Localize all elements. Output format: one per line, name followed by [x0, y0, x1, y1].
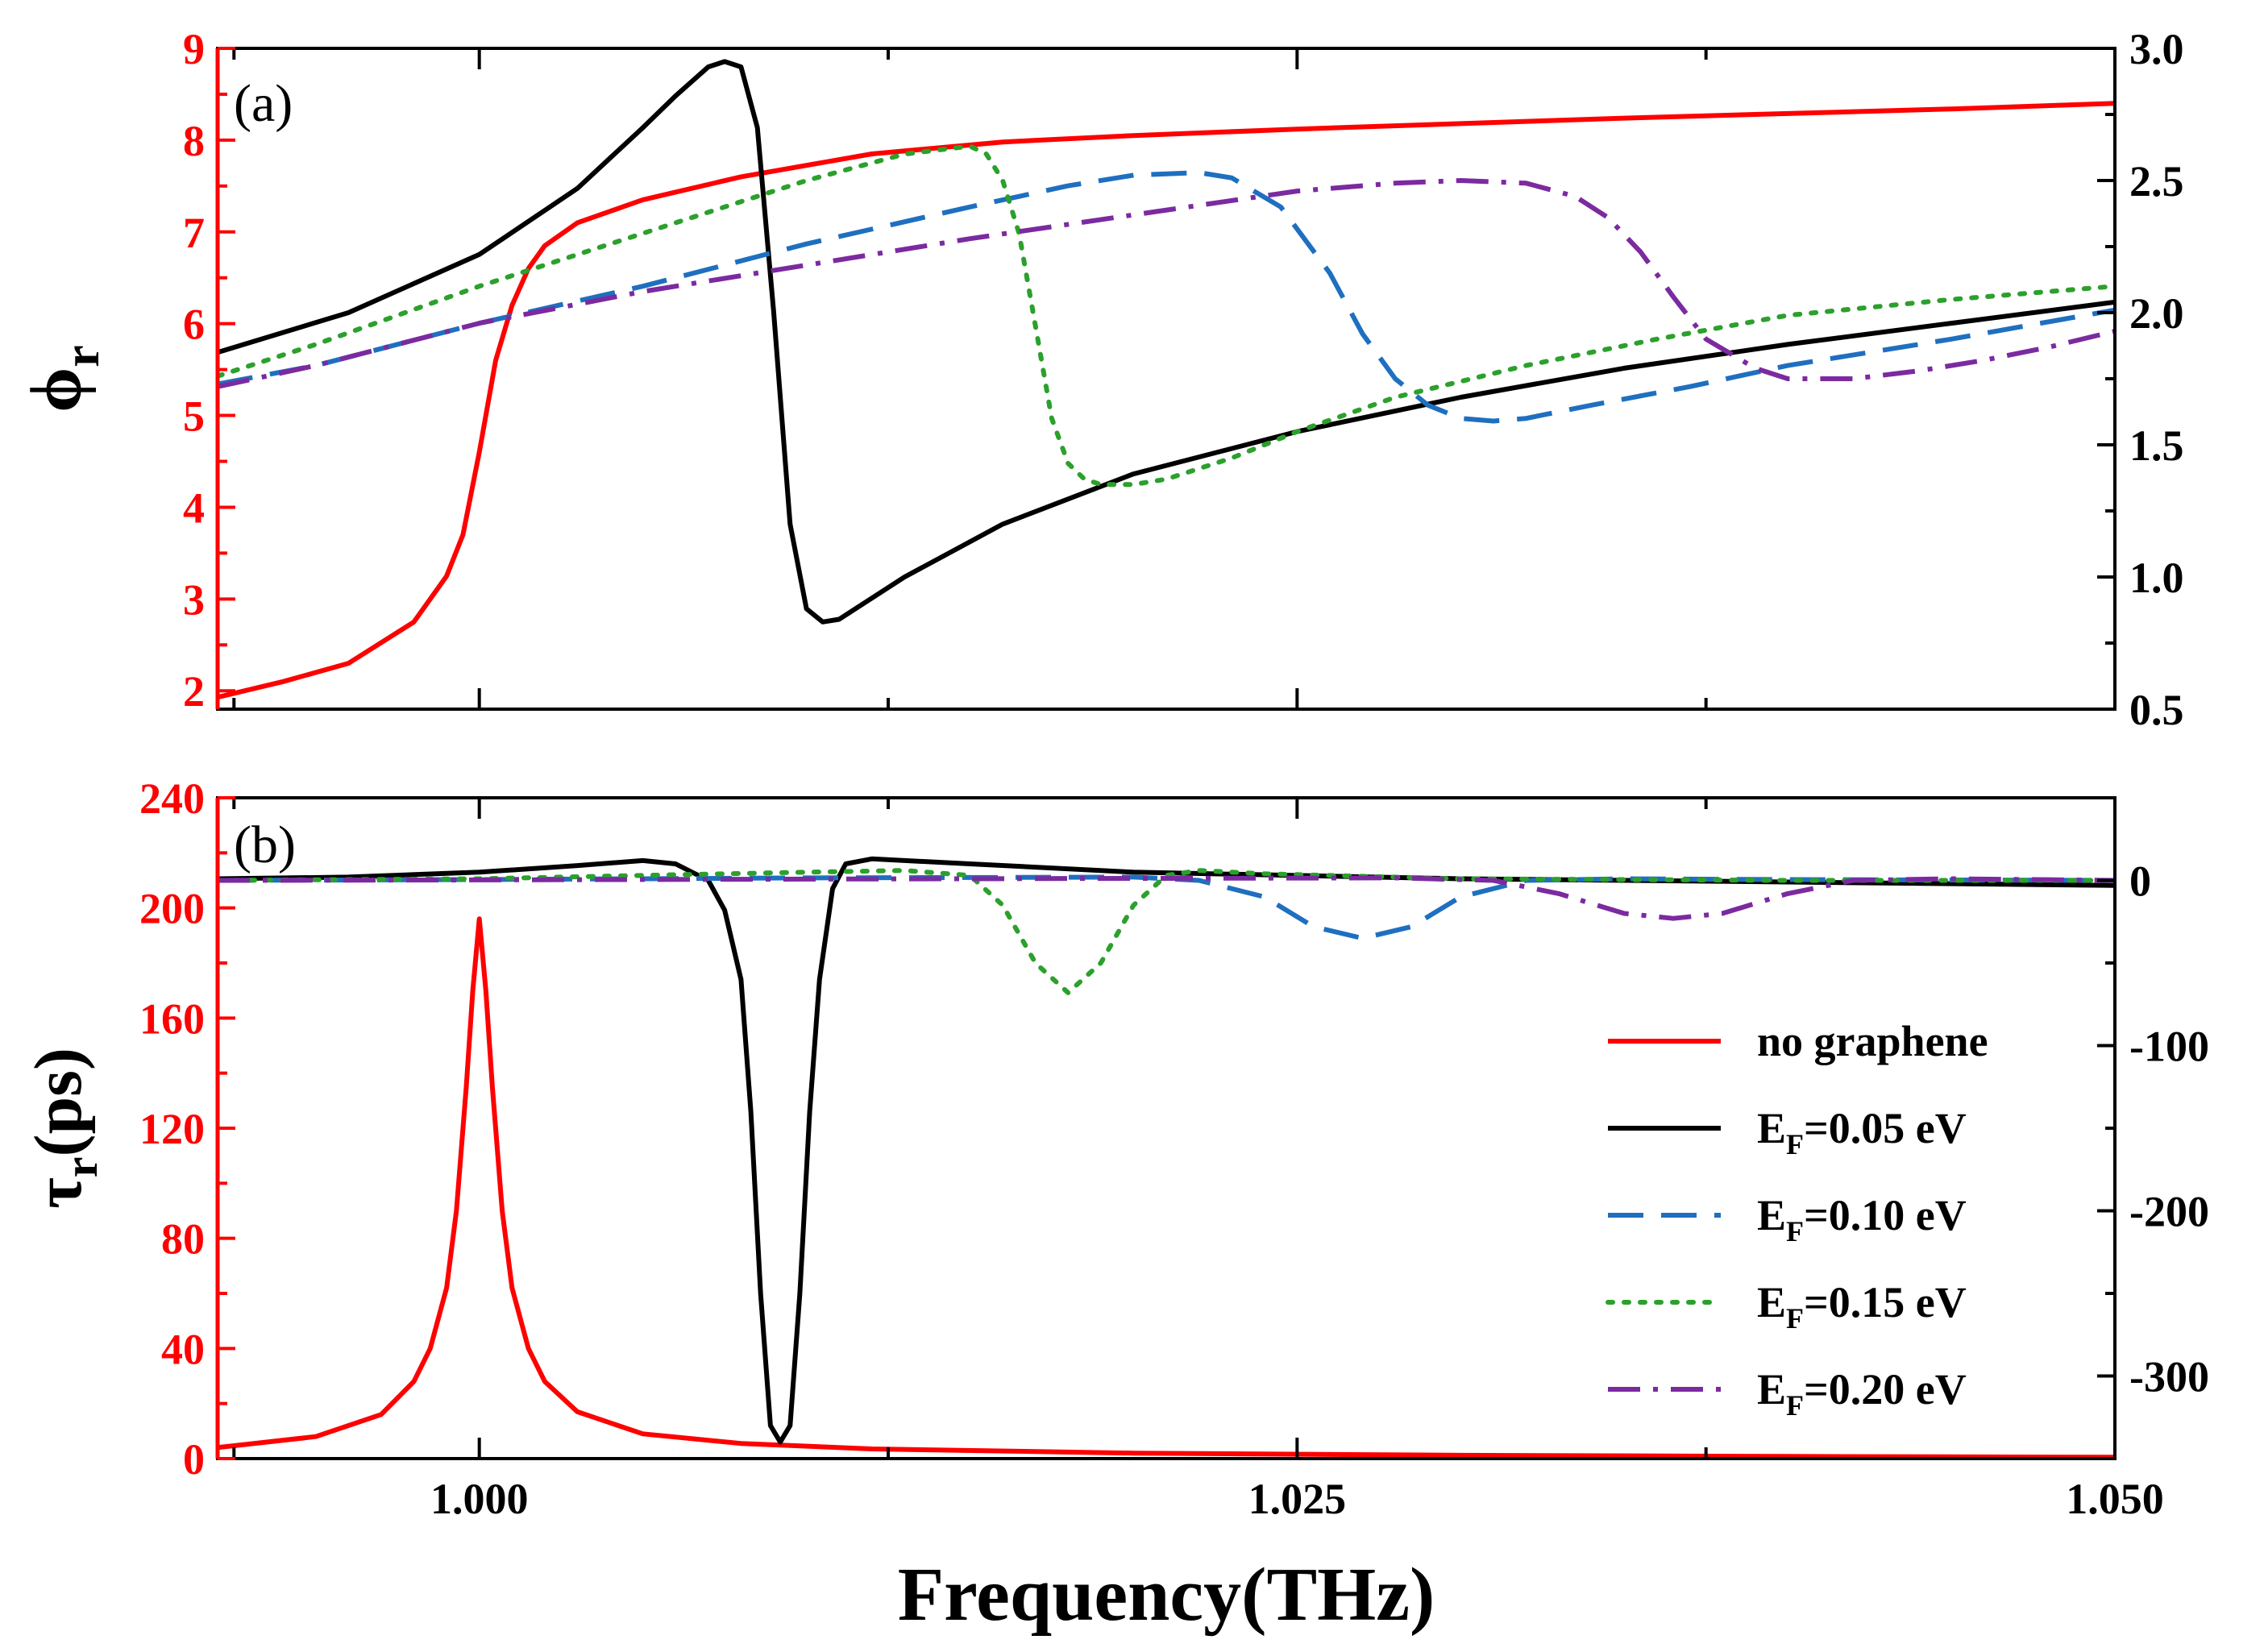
panel-a-y-right-tick-label-2: 1.5 [2129, 421, 2184, 470]
x-axis-title: Frequency(THz) [898, 1553, 1435, 1637]
panel-a-label: (a) [234, 74, 293, 133]
panel-b-y-left-tick-label-0: 0 [183, 1435, 205, 1484]
panel-a-y-left-tick-label-0: 2 [183, 667, 205, 716]
panel-b-series-line-3 [218, 868, 2115, 995]
panel-b-series-line-1 [218, 856, 2115, 1445]
panel-b-ylabel-left: τr(ps) [21, 1048, 107, 1209]
panel-a-series-line-4 [218, 178, 2115, 389]
legend-label-2: EF=0.10 eV [1757, 1191, 1967, 1247]
panel-a-series-line-3 [218, 143, 2115, 488]
panel-a-y-left-tick-label-5: 7 [183, 209, 205, 257]
panel-b-y-right-tick-label-0: -300 [2129, 1353, 2209, 1401]
panel-b-series-line-0 [218, 916, 2115, 1459]
panel-b-y-right-tick-label-2: -100 [2129, 1023, 2209, 1071]
panel-a-ylabel-left: ϕr [17, 345, 110, 413]
panel-a-ylabel-sub: r [55, 345, 110, 367]
panel-a-series-line-1 [218, 59, 2115, 625]
panel-b-y-left-tick-label-3: 120 [139, 1105, 205, 1153]
panel-b-ylabel-main: τ [21, 1177, 96, 1209]
panel-a-y-right-tick-label-1: 1.0 [2129, 554, 2184, 602]
panel-a-y-left-tick-label-3: 5 [183, 392, 205, 441]
panel-b-series-line-4 [218, 875, 2115, 921]
panel-b-ylabel-unit: (ps) [21, 1048, 96, 1156]
panel-a-ylabel-main: ϕ [17, 367, 97, 413]
panel-a-y-right-tick-label-5: 3.0 [2129, 25, 2184, 73]
panel-b: 1.000 1.025 1.050 0 40 80 120 160 200 240 -300 -200… [21, 774, 2209, 1523]
panel-b-y-right-tick-label-3: 0 [2129, 857, 2151, 906]
panel-a-y-right-tick-label-3: 2.0 [2129, 289, 2184, 338]
panel-b-y-left-tick-label-4: 160 [139, 994, 205, 1043]
panel-b-ticks: 1.000 1.025 1.050 0 40 80 120 160 200 240 -300 -200… [139, 774, 2209, 1523]
legend-label-1: EF=0.05 eV [1757, 1104, 1967, 1160]
panel-b-y-left-tick-label-2: 80 [161, 1215, 205, 1264]
legend-label-0: no graphene [1757, 1017, 1988, 1065]
panel-b-y-left-tick-label-5: 200 [139, 885, 205, 933]
panel-a: 2 3 4 5 6 7 8 9 0.5 1.0 1.5 2.0 2.5 3.0 (a) ϕr [17, 25, 2184, 734]
panel-b-label: (b) [234, 816, 296, 874]
panel-a-ticks: 2 3 4 5 6 7 8 9 0.5 1.0 1.5 2.0 2.5 3.0 [183, 25, 2184, 734]
legend-label-3: EF=0.15 eV [1757, 1278, 1967, 1334]
panel-a-series-line-0 [218, 101, 2115, 700]
panel-b-series [218, 856, 2115, 1459]
panel-a-y-left-tick-label-7: 9 [183, 25, 205, 73]
panel-a-y-left-tick-label-2: 4 [183, 484, 205, 532]
panel-a-series [218, 59, 2115, 700]
panel-b-y-left-tick-label-1: 40 [161, 1325, 205, 1373]
panel-b-x-tick-label-1: 1.025 [1248, 1475, 1347, 1523]
panel-a-y-left-tick-label-6: 8 [183, 117, 205, 165]
panel-b-y-right-tick-label-1: -200 [2129, 1188, 2209, 1236]
legend: no graphene EF=0.05 eV EF=0.10 eV EF=0.15 e… [1606, 1017, 1988, 1422]
panel-a-y-right-tick-label-4: 2.5 [2129, 157, 2184, 205]
legend-label-4: EF=0.20 eV [1757, 1365, 1967, 1422]
panel-a-y-left-tick-label-4: 6 [183, 301, 205, 349]
panel-a-y-right-tick-label-0: 0.5 [2129, 686, 2184, 734]
panel-b-x-tick-label-0: 1.000 [430, 1475, 529, 1523]
panel-b-y-left-tick-label-6: 240 [139, 774, 205, 823]
panel-b-x-tick-label-2: 1.050 [2066, 1475, 2164, 1523]
panel-b-ylabel-sub: r [55, 1156, 107, 1177]
panel-a-y-left-tick-label-1: 3 [183, 575, 205, 624]
panel-a-series-line-2 [218, 170, 2115, 424]
